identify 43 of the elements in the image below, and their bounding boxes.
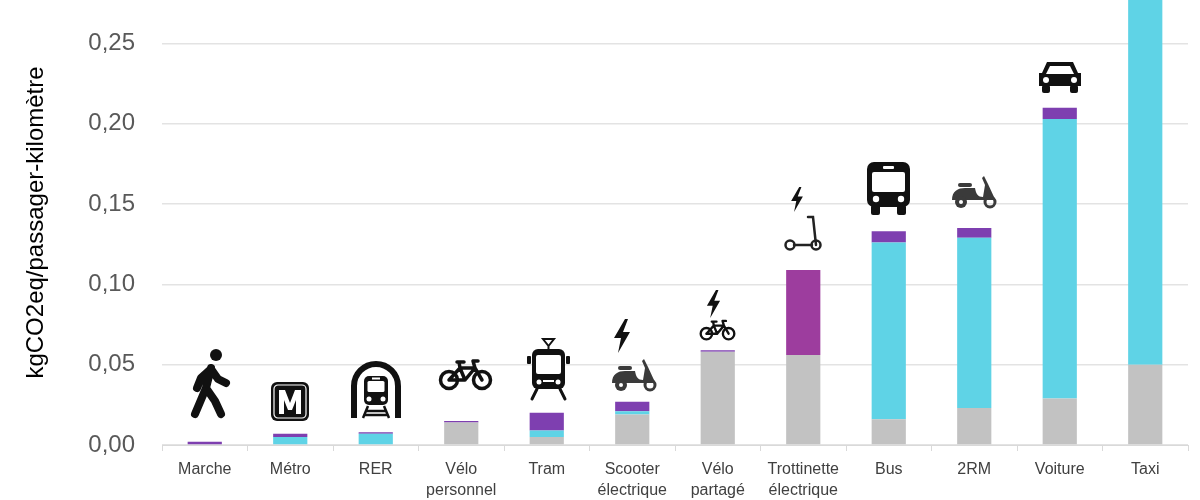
x-tick-label: Marche (178, 459, 232, 477)
bar (786, 269, 821, 356)
y-tick-label: 0,20 (88, 108, 135, 136)
y-tick-label: 0,15 (88, 188, 135, 216)
bar (1042, 107, 1077, 119)
x-tick-label: Scooter électrique (597, 459, 668, 498)
x-tick-label: Métro (269, 459, 311, 477)
bar (871, 419, 906, 445)
y-tick-label: 0,25 (88, 28, 135, 55)
x-tick-label: Trottinette électrique (767, 459, 840, 498)
bar (273, 433, 308, 437)
x-tick-label: Taxi (1131, 459, 1160, 477)
y-axis-title: kgCO2eq/passager-kilomètre (21, 66, 49, 379)
bar (529, 436, 564, 445)
bar (957, 228, 992, 238)
y-tick-label: 0,10 (88, 268, 135, 296)
x-tick-label: Voiture (1034, 459, 1085, 477)
bar (615, 411, 650, 415)
bar (529, 412, 564, 431)
x-tick-label: 2RM (957, 459, 992, 477)
y-tick-label: 0,00 (88, 429, 135, 457)
bar (871, 231, 906, 243)
bar (871, 242, 906, 420)
bar (615, 414, 650, 445)
bar (1128, 0, 1163, 365)
bar (273, 436, 308, 445)
x-tick-label: RER (358, 459, 393, 477)
bar (957, 408, 992, 445)
x-tick-label: Vélo personnel (426, 459, 497, 498)
x-tick-label: Tram (528, 459, 566, 477)
bar (615, 401, 650, 412)
bar (1042, 118, 1077, 399)
bar (957, 237, 992, 409)
x-tick-label: Vélo partagé (690, 459, 745, 498)
bar (358, 433, 393, 445)
bar (1128, 364, 1163, 445)
y-tick-label: 0,05 (88, 349, 135, 377)
bar (786, 355, 821, 445)
bar (529, 430, 564, 437)
bar (1042, 398, 1077, 445)
bar (444, 422, 479, 445)
x-tick-label: Bus (874, 459, 903, 477)
bar (700, 351, 735, 445)
